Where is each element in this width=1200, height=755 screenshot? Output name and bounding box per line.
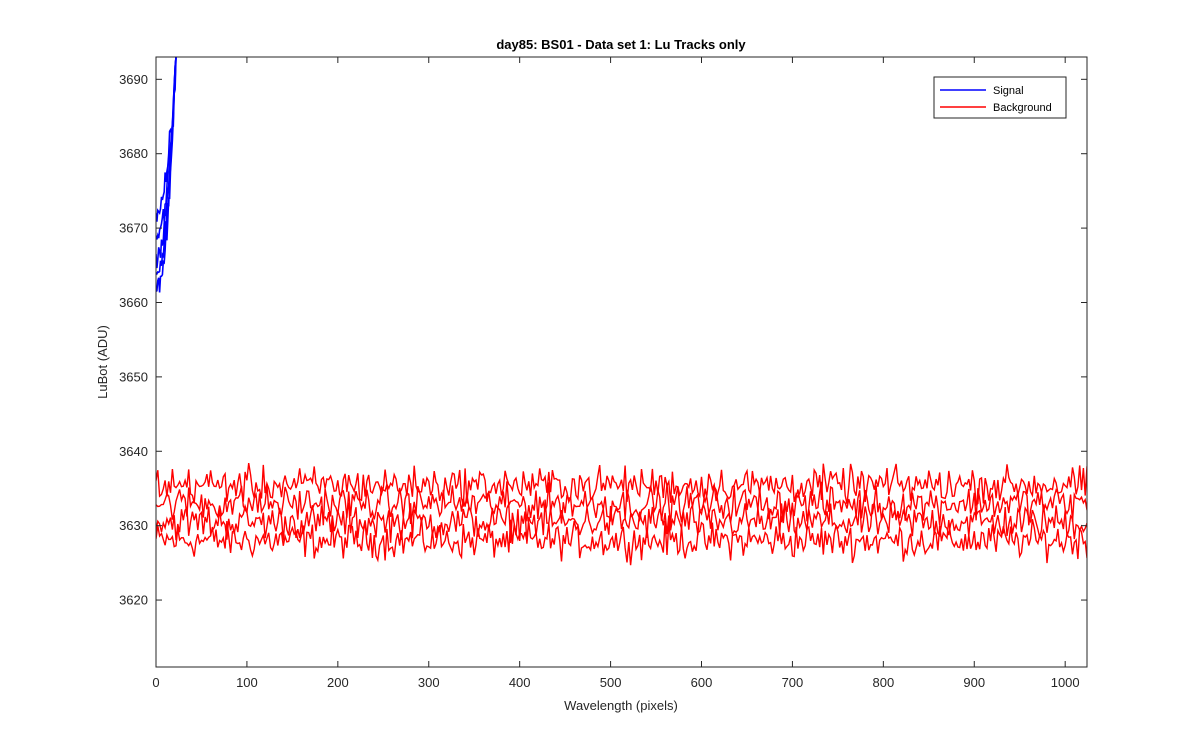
x-tick-label: 0	[152, 675, 159, 690]
y-tick-label: 3620	[119, 593, 148, 608]
background-series-line-2	[156, 499, 1087, 544]
legend-label-signal: Signal	[993, 85, 1024, 97]
background-series-line-3	[156, 481, 1087, 526]
signal-series-line-5	[156, 57, 177, 222]
legend-box	[933, 76, 1067, 119]
plot-area	[156, 57, 1087, 566]
chart-title: day85: BS01 - Data set 1: Lu Tracks only	[496, 37, 746, 52]
x-tick-label: 200	[327, 675, 349, 690]
y-tick-label: 3630	[119, 518, 148, 533]
background-series-line-1	[156, 517, 1087, 566]
y-tick-label: 3680	[119, 146, 148, 161]
x-tick-label: 300	[418, 675, 440, 690]
legend: Signal Background	[933, 76, 1067, 119]
x-tick-label: 500	[600, 675, 622, 690]
x-tick-label: 900	[963, 675, 985, 690]
x-tick-label: 800	[872, 675, 894, 690]
y-tick-label: 3670	[119, 221, 148, 236]
legend-label-background: Background	[993, 102, 1052, 114]
x-tick-label: 400	[509, 675, 531, 690]
background-series-line-4	[156, 462, 1087, 507]
x-axis-label: Wavelength (pixels)	[564, 698, 678, 713]
y-tick-label: 3650	[119, 369, 148, 384]
axes: 0 100 200 300 400 500 600 700 800 900 1000 3620 3630…	[119, 56, 1088, 690]
x-tick-label: 700	[782, 675, 804, 690]
y-tick-label: 3640	[119, 444, 148, 459]
y-axis-label: LuBot (ADU)	[95, 325, 110, 399]
x-tick-label: 100	[236, 675, 258, 690]
y-tick-label: 3660	[119, 295, 148, 310]
x-tick-label: 600	[691, 675, 713, 690]
x-tick-label: 1000	[1051, 675, 1080, 690]
axes-box	[155, 56, 1088, 668]
y-tick-label: 3690	[119, 72, 148, 87]
